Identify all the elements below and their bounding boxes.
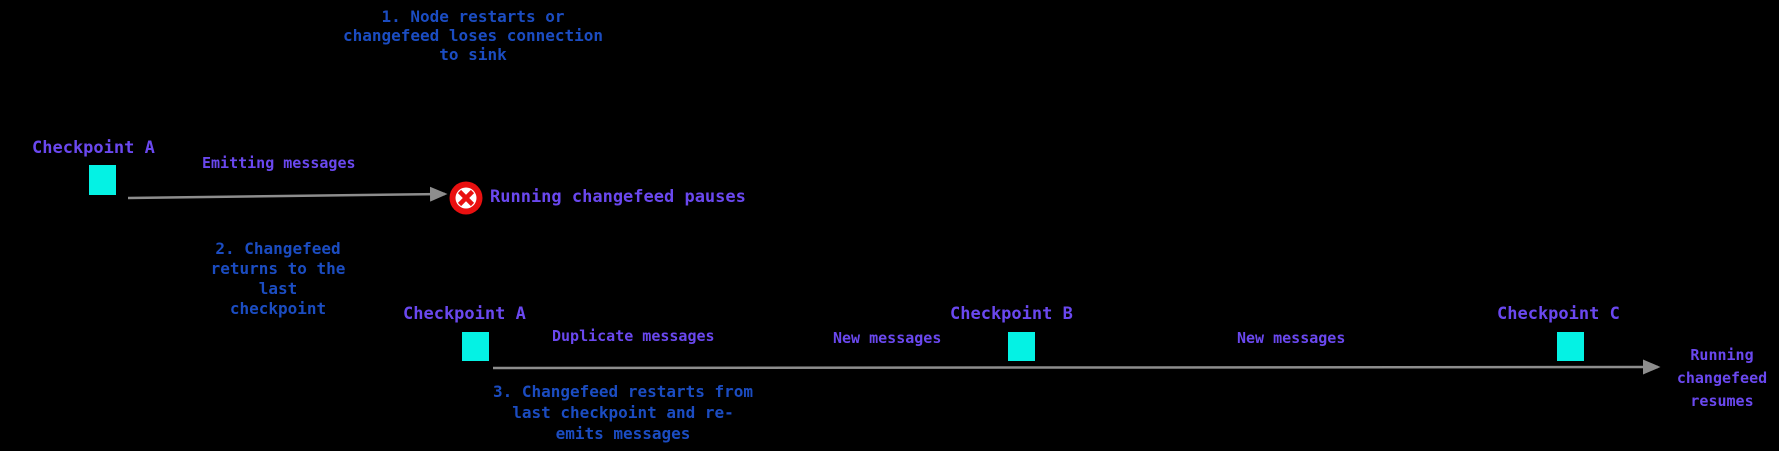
checkpoint-c-label: Checkpoint C [1497, 304, 1620, 324]
emitting-messages-label: Emitting messages [202, 154, 356, 172]
checkpoint-a-label-2: Checkpoint A [403, 304, 526, 324]
checkpoint-a-marker-1 [89, 165, 116, 195]
checkpoint-b-label: Checkpoint B [950, 304, 1073, 324]
timeline-arrow-2 [492, 359, 1661, 375]
note-step3: 3. Changefeed restarts from last checkpo… [492, 382, 754, 443]
checkpoint-c-marker [1557, 332, 1584, 361]
timeline-arrow-1 [127, 186, 448, 202]
running-changefeed-pauses-label: Running changefeed pauses [490, 187, 746, 207]
error-x-icon [449, 181, 483, 215]
note-step2: 2. Changefeed returns to the last checkp… [210, 239, 346, 318]
new-messages-label-2: New messages [1237, 329, 1346, 347]
running-changefeed-resumes-label: Running changefeed resumes [1676, 346, 1768, 410]
checkpoint-b-marker [1008, 332, 1035, 361]
checkpoint-a-marker-2 [462, 332, 489, 361]
new-messages-label-1: New messages [833, 329, 942, 347]
checkpoint-a-label-1: Checkpoint A [32, 138, 155, 158]
duplicate-messages-label: Duplicate messages [552, 327, 715, 345]
note-step1: 1. Node restarts or changefeed loses con… [342, 7, 604, 64]
